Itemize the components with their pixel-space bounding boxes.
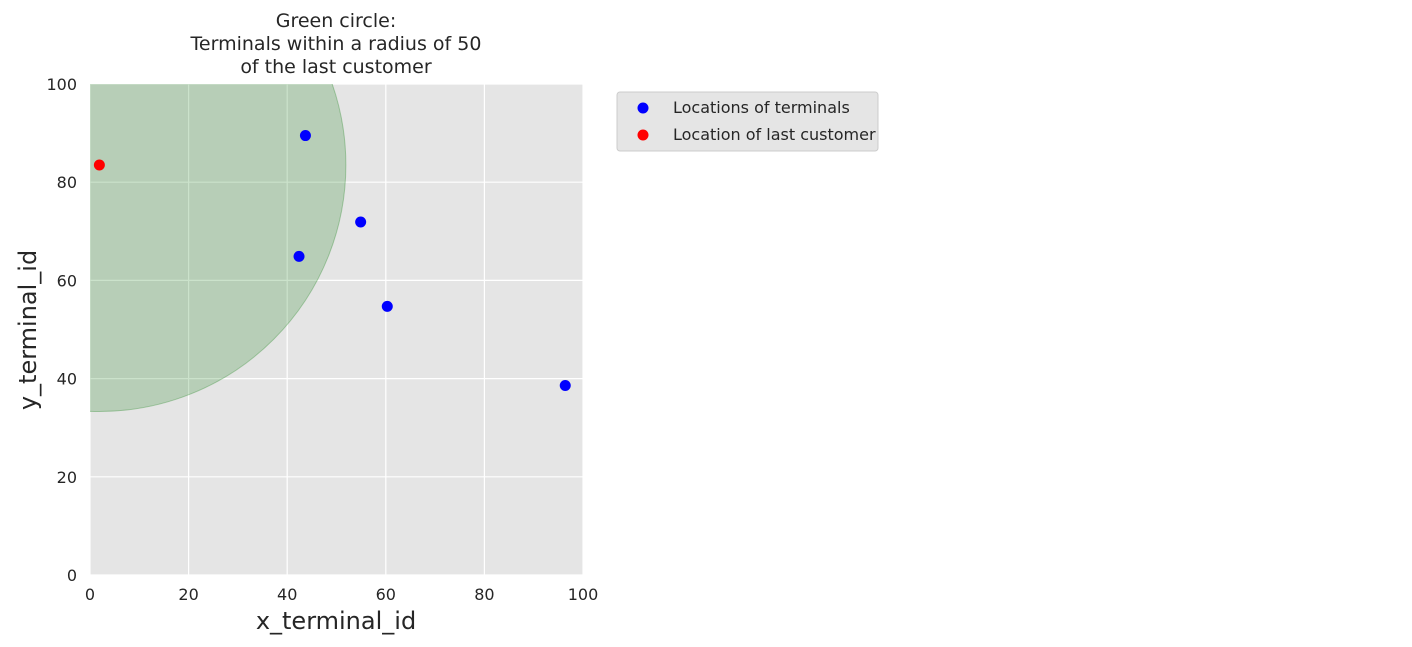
x-tick-label: 20 (178, 585, 198, 604)
x-axis-label: x_terminal_id (256, 607, 416, 635)
terminal-point (293, 250, 305, 262)
terminal-point (559, 379, 571, 391)
y-tick-label: 60 (57, 271, 77, 290)
x-tick-label: 100 (568, 585, 599, 604)
terminal-point (355, 216, 367, 228)
legend: Locations of terminals Location of last … (616, 91, 879, 152)
plot-background (90, 84, 583, 575)
legend-label-last-customer: Location of last customer (673, 125, 876, 144)
y-tick-label: 40 (57, 370, 77, 389)
legend-marker-terminals (637, 102, 649, 114)
y-axis-label: y_terminal_id (14, 250, 42, 410)
radius-circle (90, 84, 347, 412)
y-tick-label: 100 (46, 75, 77, 94)
y-tick-label: 80 (57, 173, 77, 192)
terminal-point (299, 130, 311, 142)
chart-title-line-2: Terminals within a radius of 50 (190, 33, 482, 55)
chart-title-line-1: Green circle: (276, 10, 397, 32)
x-tick-label: 40 (277, 585, 297, 604)
scatter-points (93, 130, 571, 391)
terminal-point (381, 300, 393, 312)
x-tick-label: 80 (474, 585, 494, 604)
y-tick-label: 0 (67, 566, 77, 585)
legend-label-terminals: Locations of terminals (673, 98, 850, 117)
grid (89, 83, 584, 576)
radius-circle-group (90, 84, 347, 412)
chart-title-line-3: of the last customer (240, 56, 432, 78)
x-tick-label: 60 (376, 585, 396, 604)
legend-box (616, 91, 879, 152)
x-tick-labels: 0 20 40 60 80 100 (85, 585, 598, 604)
legend-marker-last-customer (637, 129, 649, 141)
y-tick-labels: 0 20 40 60 80 100 (46, 75, 77, 585)
x-tick-label: 0 (85, 585, 95, 604)
last-customer-point (93, 159, 105, 171)
y-tick-label: 20 (57, 468, 77, 487)
